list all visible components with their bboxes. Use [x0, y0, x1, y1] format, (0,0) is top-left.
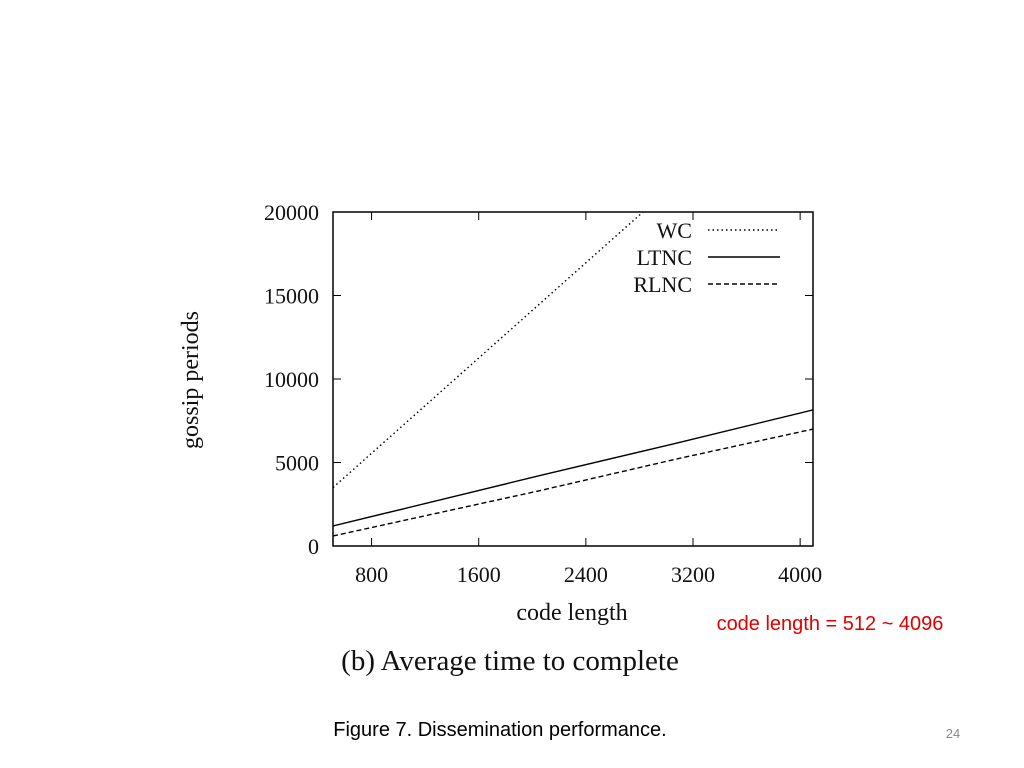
footer: Figure 7. Dissemination performance.	[333, 719, 666, 741]
page-number: 24	[946, 726, 960, 741]
y-tick-label: 15000	[264, 284, 319, 309]
x-tick-label: 2400	[564, 562, 608, 587]
x-axis-label: code length	[516, 600, 627, 626]
y-tick-label: 5000	[275, 451, 319, 476]
y-tick-label: 10000	[264, 367, 319, 392]
x-tick-label: 3200	[671, 562, 715, 587]
x-tick-label: 800	[355, 562, 388, 587]
plot-area	[333, 212, 813, 537]
legend-label: WC	[657, 218, 692, 243]
legend-label: RLNC	[633, 272, 692, 297]
y-tick-label: 0	[308, 534, 319, 559]
series-line	[333, 409, 813, 527]
y-axis-label: gossip periods	[178, 311, 204, 449]
y-tick-label: 20000	[264, 200, 319, 225]
caption: (b) Average time to complete	[341, 645, 679, 677]
x-tick-label: 1600	[457, 562, 501, 587]
legend-label: LTNC	[637, 245, 692, 270]
plot-frame	[332, 211, 814, 547]
series-line	[333, 428, 813, 537]
series-line	[333, 212, 645, 489]
annotation: code length = 512 ~ 4096	[717, 613, 944, 635]
x-tick-label: 4000	[778, 562, 822, 587]
